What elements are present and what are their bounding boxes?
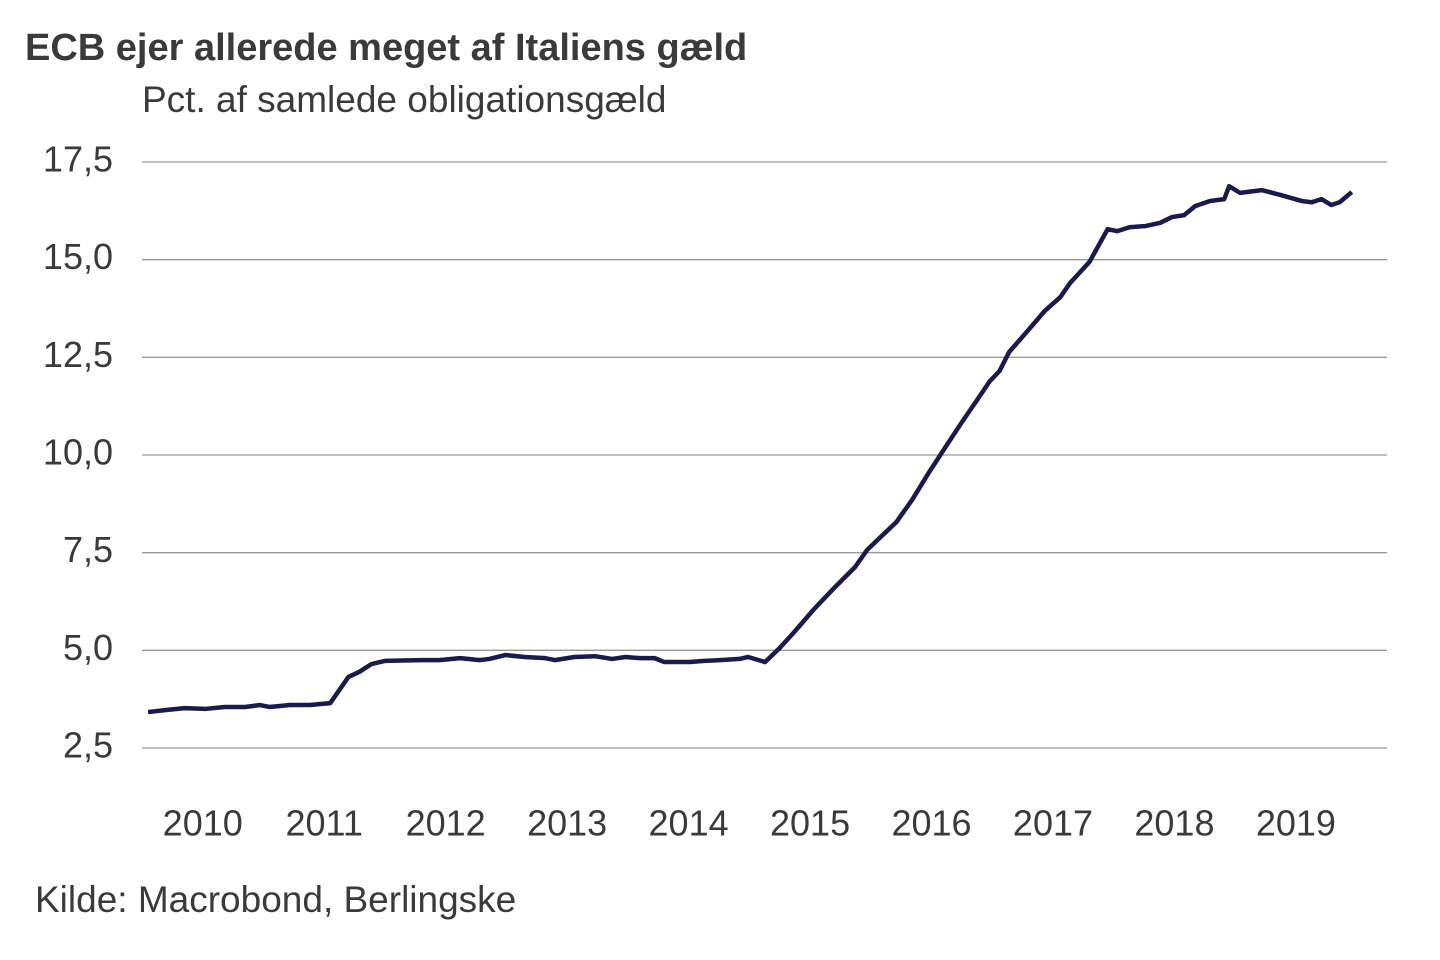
x-tick-label: 2011 bbox=[285, 803, 362, 844]
source-note: Kilde: Macrobond, Berlingske bbox=[35, 879, 516, 920]
y-tick-label: 17,5 bbox=[43, 139, 113, 180]
x-tick-label: 2016 bbox=[891, 803, 971, 844]
x-tick-label: 2015 bbox=[770, 803, 850, 844]
x-tick-label: 2012 bbox=[406, 803, 486, 844]
y-tick-label: 5,0 bbox=[63, 627, 113, 668]
y-tick-label: 7,5 bbox=[63, 529, 113, 570]
x-tick-label: 2017 bbox=[1013, 803, 1093, 844]
x-tick-label: 2014 bbox=[649, 803, 729, 844]
y-tick-label: 2,5 bbox=[63, 725, 113, 766]
data-line bbox=[147, 183, 1354, 715]
x-tick-label: 2013 bbox=[527, 803, 607, 844]
chart-subtitle: Pct. af samlede obligationsgæld bbox=[142, 79, 666, 120]
y-tick-label: 12,5 bbox=[43, 334, 113, 375]
chart-title: ECB ejer allerede meget af Italiens gæld bbox=[25, 27, 747, 69]
x-tick-label: 2010 bbox=[163, 803, 243, 844]
y-tick-label: 15,0 bbox=[43, 236, 113, 277]
y-tick-label: 10,0 bbox=[43, 432, 113, 473]
x-tick-label: 2018 bbox=[1134, 803, 1214, 844]
x-tick-label: 2019 bbox=[1256, 803, 1336, 844]
